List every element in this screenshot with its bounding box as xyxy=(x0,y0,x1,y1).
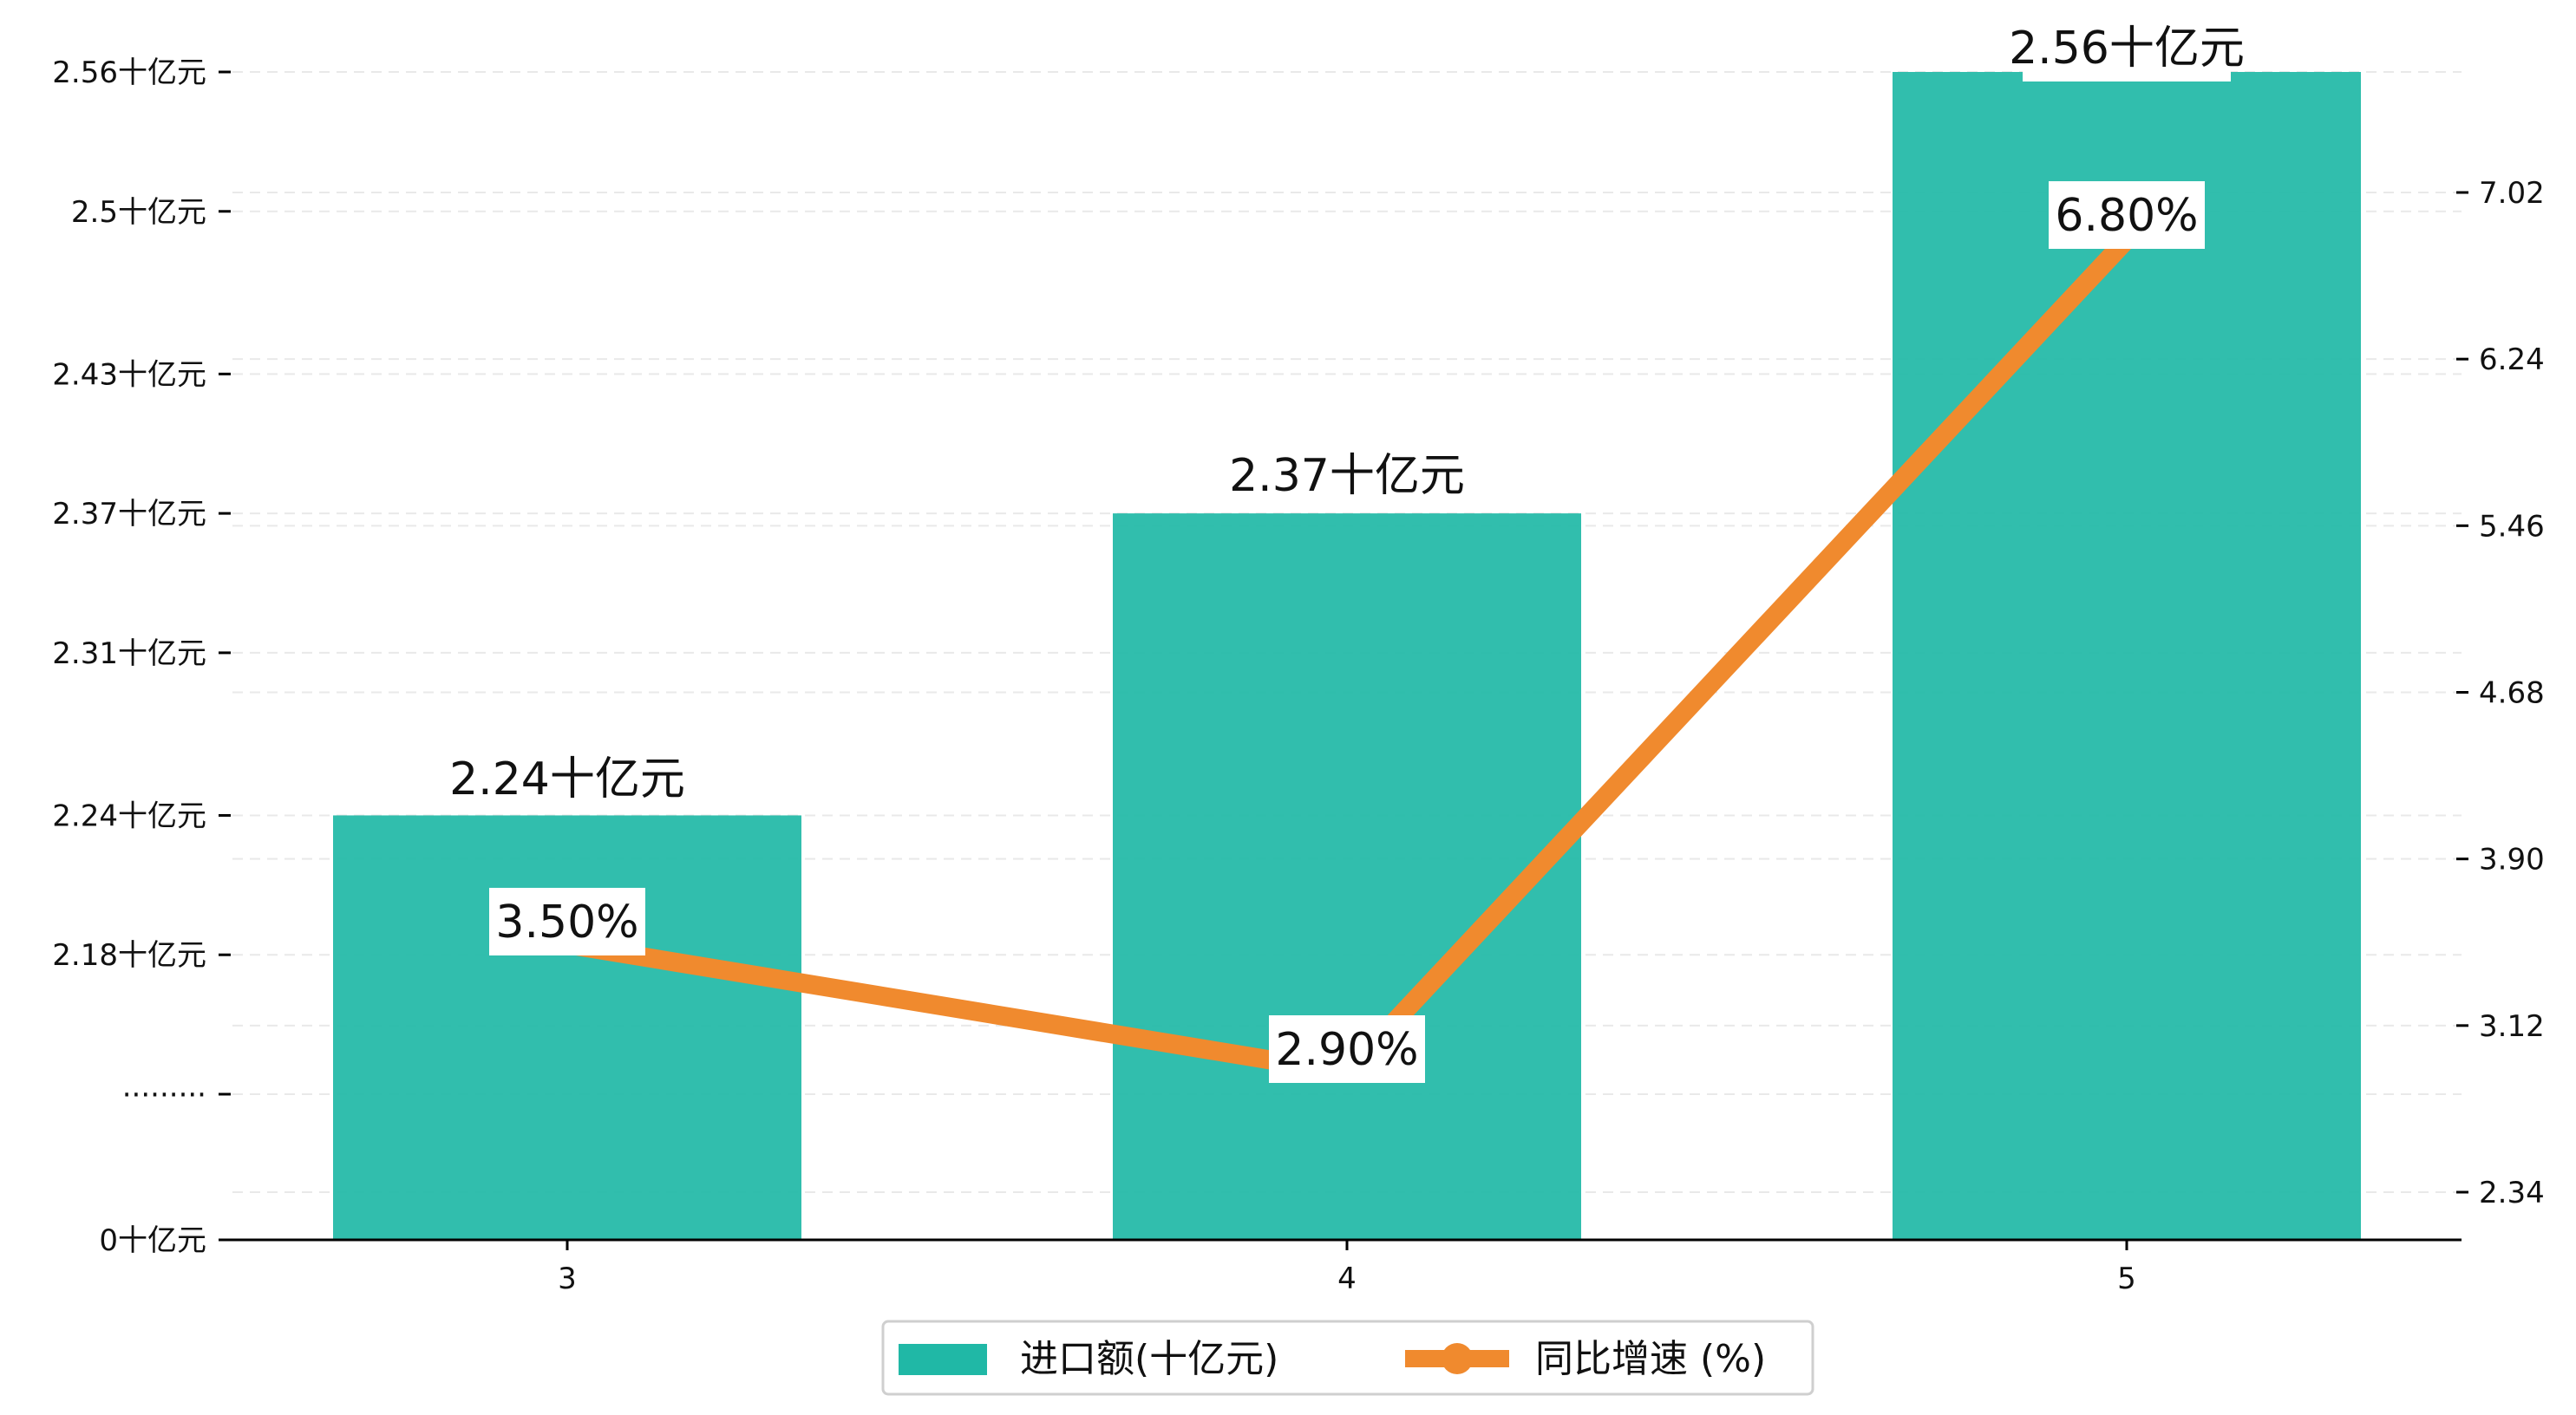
legend-frame xyxy=(881,1320,1814,1396)
bar-value-label-text: 2.37十亿元 xyxy=(1229,450,1465,502)
left-tick-label: 2.24十亿元 xyxy=(52,799,206,833)
left-tick-label: 2.37十亿元 xyxy=(52,497,206,531)
bar-value-label: 2.24十亿元 xyxy=(449,745,685,812)
x-tick-label: 5 xyxy=(2117,1262,2136,1296)
left-tick-label: 2.18十亿元 xyxy=(52,938,206,973)
right-tick-label: 5.46 xyxy=(2479,509,2545,544)
right-tick-label: 2.34 xyxy=(2479,1176,2545,1210)
left-tick-label: ········· xyxy=(122,1078,206,1112)
right-tick-label: 3.12 xyxy=(2479,1009,2545,1044)
right-tick-label: 3.90 xyxy=(2479,843,2545,877)
legend-bar-swatch xyxy=(899,1344,987,1375)
growth-value-label-text: 6.80% xyxy=(2055,190,2198,242)
legend-box: 进口额(十亿元) 同比增速 (%) xyxy=(881,1320,1814,1396)
left-tick-label: 2.5十亿元 xyxy=(71,195,206,230)
bar-value-label: 2.56十亿元 xyxy=(2009,14,2245,82)
growth-value-label-text: 2.90% xyxy=(1275,1024,1418,1076)
bar-value-label-text: 2.24十亿元 xyxy=(449,753,685,805)
growth-value-label-box xyxy=(2049,181,2205,249)
axes: 0十亿元 ········· 2.18十亿元 2.24十亿元 2.31十亿元 2.37十亿… xyxy=(52,55,2544,1296)
bar-3 xyxy=(333,815,801,1240)
legend: 进口额(十亿元) 同比增速 (%) xyxy=(881,1320,1814,1396)
right-tick-label: 7.02 xyxy=(2479,176,2545,211)
left-tick-label: 2.56十亿元 xyxy=(52,55,206,90)
growth-value-label-box xyxy=(1269,1015,1425,1083)
right-tick-label: 6.24 xyxy=(2479,342,2545,377)
bar-value-label-text: 2.56十亿元 xyxy=(2009,23,2245,75)
bar-value-label-box xyxy=(463,745,671,812)
legend-line-label: 同比增速 (%) xyxy=(1535,1337,1766,1381)
growth-value-label: 2.90% xyxy=(1269,1015,1425,1083)
bar-value-label-box xyxy=(2023,14,2231,82)
legend-line-marker xyxy=(1442,1343,1473,1374)
x-tick-label: 4 xyxy=(1337,1262,1357,1296)
growth-value-label-box xyxy=(489,888,645,955)
bar-4 xyxy=(1113,513,1581,1240)
right-tick-label: 4.68 xyxy=(2479,676,2545,711)
growth-value-label-text: 3.50% xyxy=(495,897,638,949)
growth-value-label: 6.80% xyxy=(2049,181,2205,249)
bars xyxy=(333,72,2361,1240)
left-tick-label: 2.43十亿元 xyxy=(52,357,206,392)
legend-bar-label: 进口额(十亿元) xyxy=(1020,1337,1278,1381)
bar-5 xyxy=(1893,72,2361,1240)
x-tick-label: 3 xyxy=(558,1262,577,1296)
bar-value-label-box xyxy=(1243,441,1451,509)
growth-value-label: 3.50% xyxy=(489,888,645,955)
bar-value-label: 2.37十亿元 xyxy=(1229,441,1465,509)
left-tick-label: 0十亿元 xyxy=(99,1223,206,1258)
left-tick-label: 2.31十亿元 xyxy=(52,636,206,671)
data-labels: 2.24十亿元 2.37十亿元 2.56十亿元 3.50% 2.90% 6.80% xyxy=(449,14,2245,1083)
